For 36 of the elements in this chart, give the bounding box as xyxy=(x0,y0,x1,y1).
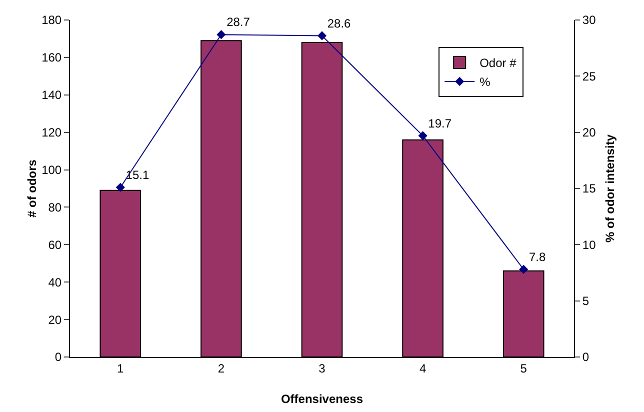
data-label: 28.6 xyxy=(327,16,352,30)
point xyxy=(317,31,327,40)
data-label: 7.8 xyxy=(528,250,546,264)
point xyxy=(519,264,528,274)
x-tick-label: 1 xyxy=(117,361,124,376)
point xyxy=(216,30,226,40)
x-tick-label: 2 xyxy=(218,361,225,376)
y2-tick-label: 0 xyxy=(582,350,590,364)
x-tick-label: 5 xyxy=(520,361,528,376)
y-tick-label: 0 xyxy=(54,350,62,364)
y2-tick-label: 30 xyxy=(582,13,596,28)
y-tick-label: 180 xyxy=(42,13,62,28)
y2-tick-label: 5 xyxy=(582,294,590,308)
data-label: 28.7 xyxy=(226,15,250,30)
y-tick-label: 60 xyxy=(48,238,62,252)
point xyxy=(116,182,125,192)
y2-tick-label: 25 xyxy=(582,69,596,84)
y2-axis-title: % of odor intensity xyxy=(603,134,617,242)
y-tick-label: 140 xyxy=(42,88,62,102)
y2-tick-label: 20 xyxy=(582,126,596,140)
y-tick-label: 40 xyxy=(48,275,62,290)
data-label: 19.7 xyxy=(428,116,452,130)
y-tick-label: 20 xyxy=(48,312,62,327)
legend-label: % xyxy=(480,75,491,90)
x-tick-label: 3 xyxy=(318,361,326,376)
x-axis-title: Offensiveness xyxy=(280,392,364,406)
legend-label: Odor # xyxy=(480,56,517,70)
y-tick-label: 100 xyxy=(42,162,62,177)
y-tick-label: 80 xyxy=(48,200,62,214)
y-tick-label: 160 xyxy=(42,50,62,65)
point xyxy=(418,131,428,140)
y2-tick-label: 10 xyxy=(582,238,596,252)
y2-tick-label: 15 xyxy=(582,182,596,196)
x-tick-label: 4 xyxy=(419,361,426,376)
y-tick-label: 120 xyxy=(42,126,62,140)
y-axis-title: # of odors xyxy=(25,159,39,218)
